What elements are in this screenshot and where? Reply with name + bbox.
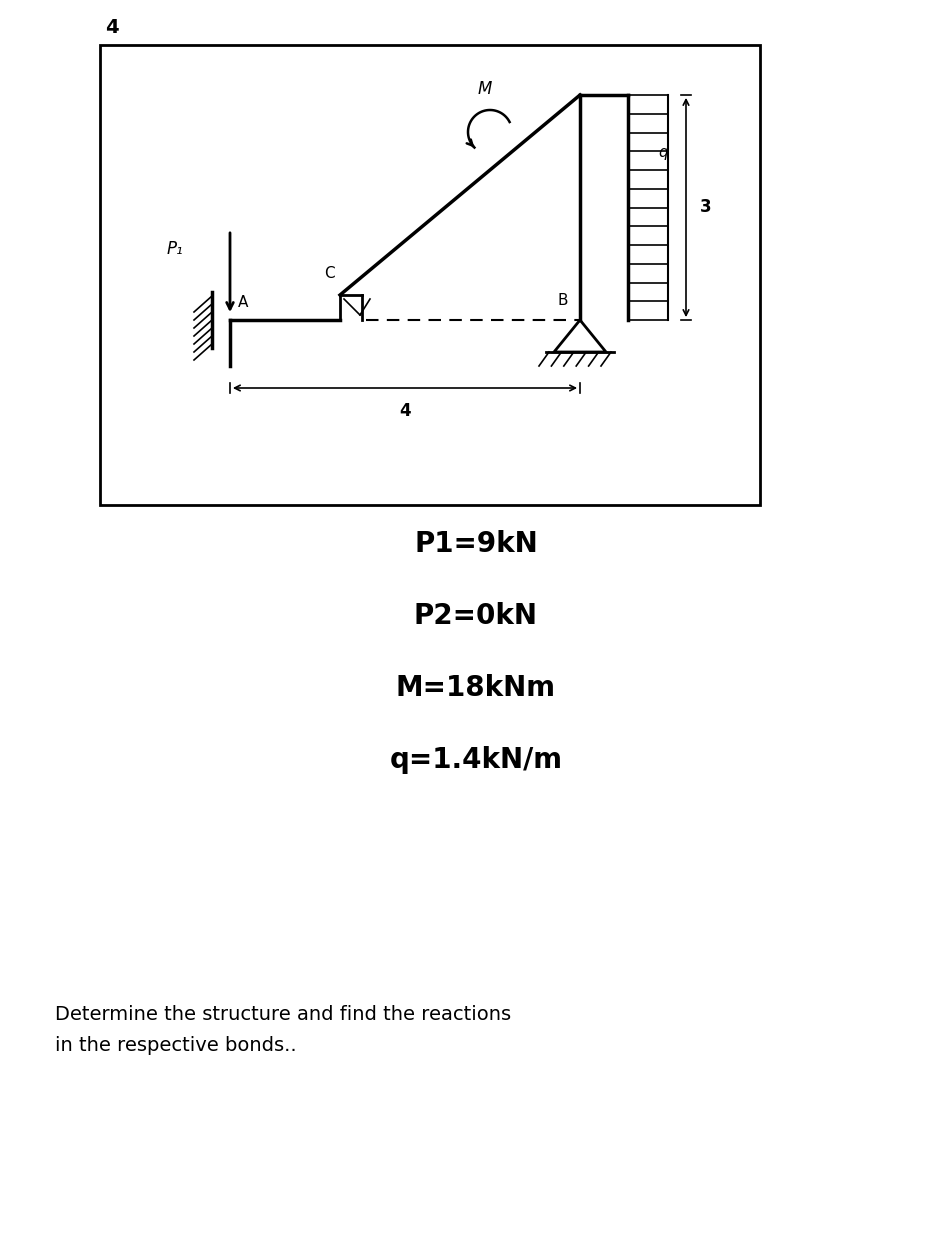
Text: 3: 3 — [700, 199, 711, 217]
Text: 4: 4 — [105, 18, 118, 37]
Text: P₁: P₁ — [167, 239, 183, 258]
Bar — [100, 45, 759, 505]
Text: B: B — [557, 294, 567, 307]
Text: 4: 4 — [399, 402, 410, 420]
Text: C: C — [324, 266, 335, 281]
Text: M=18kNm: M=18kNm — [395, 674, 555, 702]
Text: P2=0kN: P2=0kN — [413, 602, 538, 630]
Text: P1=9kN: P1=9kN — [414, 530, 537, 558]
Text: Determine the structure and find the reactions
in the respective bonds..: Determine the structure and find the rea… — [55, 1005, 510, 1055]
Text: M: M — [477, 79, 491, 98]
Text: A: A — [238, 295, 248, 310]
Text: q: q — [657, 145, 667, 160]
Text: q=1.4kN/m: q=1.4kN/m — [389, 746, 562, 774]
